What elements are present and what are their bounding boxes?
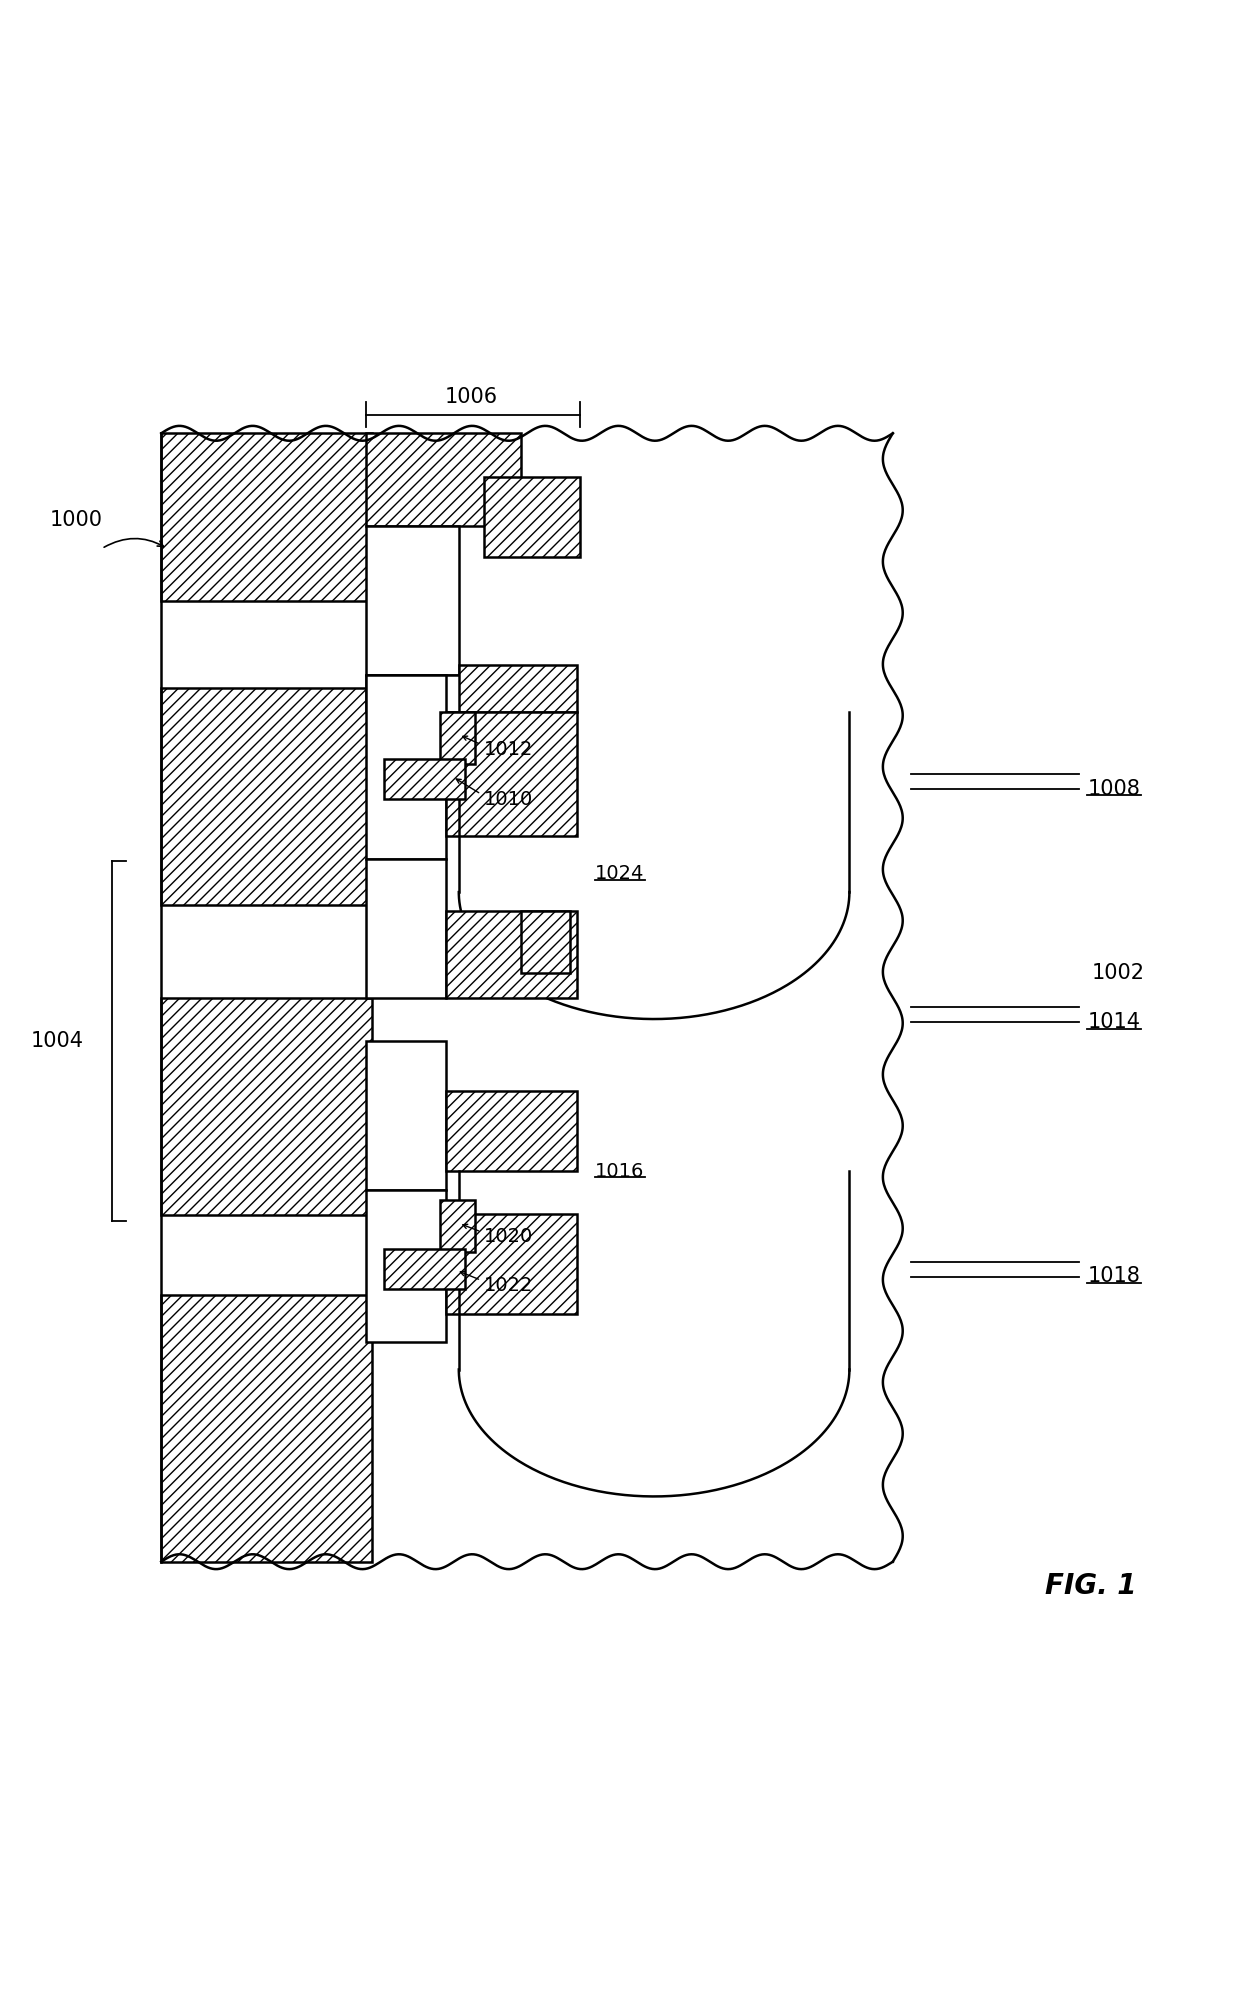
Text: 1022: 1022 <box>484 1275 533 1295</box>
Bar <box>440 712 475 764</box>
Text: 1016: 1016 <box>595 1161 645 1181</box>
Text: 1002: 1002 <box>1091 964 1145 984</box>
Text: 1006: 1006 <box>445 387 497 407</box>
Text: 1004: 1004 <box>31 1031 84 1051</box>
Bar <box>161 998 372 1215</box>
Text: 1020: 1020 <box>484 1227 533 1247</box>
Bar <box>366 527 459 674</box>
Text: FIG. 1: FIG. 1 <box>1045 1572 1137 1600</box>
Bar <box>366 858 446 998</box>
Bar <box>161 433 372 600</box>
Text: 1018: 1018 <box>1087 1267 1141 1287</box>
Text: 1010: 1010 <box>484 790 533 808</box>
Bar <box>384 760 465 800</box>
Bar <box>384 1249 465 1289</box>
Bar <box>440 1199 475 1251</box>
Bar <box>366 674 446 858</box>
Bar <box>366 1189 446 1343</box>
Text: 1024: 1024 <box>595 864 645 884</box>
Bar <box>446 1215 577 1313</box>
Text: 1008: 1008 <box>1087 780 1141 800</box>
Bar <box>366 433 521 527</box>
Text: 1012: 1012 <box>484 740 533 758</box>
Bar <box>446 712 577 836</box>
Bar <box>521 910 570 974</box>
Bar <box>366 674 564 712</box>
Bar <box>161 688 372 904</box>
Bar <box>446 910 577 998</box>
Bar <box>484 477 580 557</box>
Bar <box>161 433 893 1562</box>
Bar <box>446 1091 577 1171</box>
Text: 1000: 1000 <box>50 511 103 531</box>
Text: 1014: 1014 <box>1087 1011 1141 1031</box>
Bar <box>459 664 577 712</box>
Bar <box>366 1041 446 1189</box>
Bar <box>161 1295 372 1562</box>
